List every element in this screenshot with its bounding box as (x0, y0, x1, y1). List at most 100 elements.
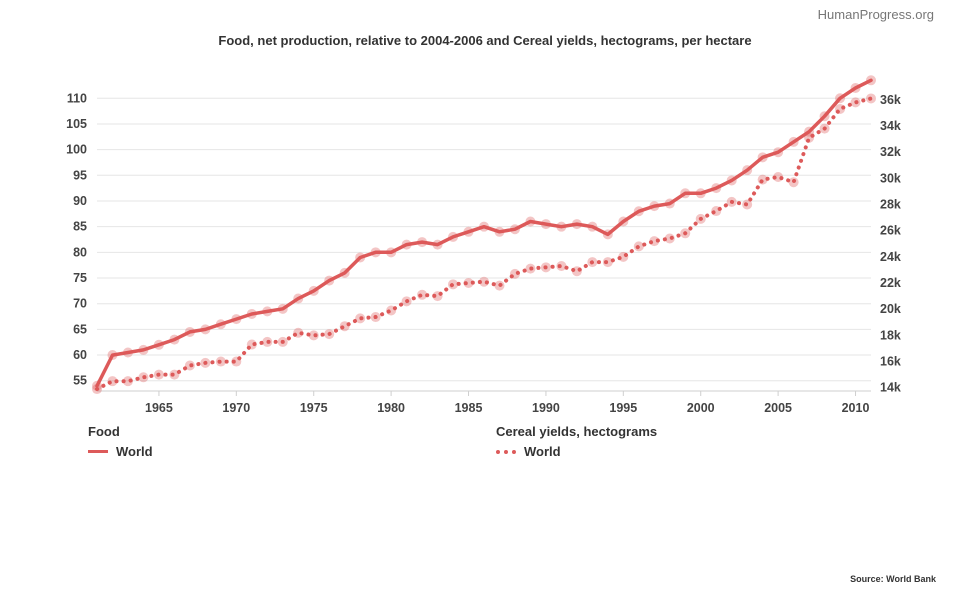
data-point[interactable] (788, 136, 799, 147)
data-point[interactable] (479, 221, 489, 232)
data-point[interactable] (401, 296, 412, 307)
data-point[interactable] (726, 196, 737, 207)
data-point[interactable] (587, 257, 598, 268)
data-point[interactable] (726, 175, 737, 186)
data-point[interactable] (417, 237, 428, 248)
data-point[interactable] (602, 257, 613, 268)
data-point[interactable] (339, 267, 350, 278)
data-point[interactable] (169, 334, 180, 345)
data-point[interactable] (664, 198, 675, 209)
data-point[interactable] (308, 285, 319, 296)
data-point[interactable] (711, 206, 722, 217)
data-point[interactable] (277, 303, 288, 314)
data-point[interactable] (169, 369, 180, 380)
data-point[interactable] (711, 183, 722, 194)
data-point[interactable] (401, 239, 412, 250)
data-point[interactable] (835, 93, 846, 104)
data-point[interactable] (153, 369, 164, 380)
data-point[interactable] (633, 241, 644, 252)
data-point[interactable] (107, 376, 118, 387)
data-point[interactable] (463, 226, 474, 237)
data-point[interactable] (215, 319, 226, 330)
data-point[interactable] (355, 313, 366, 324)
data-point[interactable] (138, 344, 149, 355)
data-point[interactable] (680, 228, 691, 239)
data-point[interactable] (556, 221, 567, 232)
data-point[interactable] (571, 266, 582, 277)
data-point[interactable] (339, 321, 350, 332)
data-point[interactable] (92, 380, 102, 391)
data-point[interactable] (262, 336, 273, 347)
data-point[interactable] (107, 350, 118, 361)
data-point[interactable] (509, 268, 520, 279)
data-point[interactable] (819, 123, 830, 134)
data-point[interactable] (742, 199, 753, 210)
data-point[interactable] (540, 219, 551, 230)
data-point[interactable] (308, 330, 319, 341)
data-point[interactable] (293, 293, 304, 304)
data-point[interactable] (618, 251, 629, 262)
data-point[interactable] (417, 289, 428, 300)
data-point[interactable] (556, 261, 567, 272)
data-point[interactable] (757, 152, 768, 163)
data-point[interactable] (122, 376, 133, 387)
data-point[interactable] (262, 306, 273, 317)
data-point[interactable] (680, 188, 691, 199)
data-point[interactable] (695, 188, 706, 199)
data-point[interactable] (246, 308, 257, 319)
data-point[interactable] (757, 174, 768, 185)
data-point[interactable] (448, 231, 459, 242)
data-point[interactable] (571, 219, 582, 230)
data-point[interactable] (850, 97, 861, 108)
data-point[interactable] (138, 372, 149, 383)
data-point[interactable] (649, 236, 660, 247)
data-point[interactable] (773, 147, 784, 158)
data-point[interactable] (92, 384, 102, 395)
legend-cereal-world[interactable]: World (496, 444, 657, 459)
data-point[interactable] (231, 356, 242, 367)
data-point[interactable] (649, 201, 660, 212)
data-point[interactable] (432, 291, 443, 302)
data-point[interactable] (540, 262, 551, 273)
data-point[interactable] (525, 216, 536, 227)
data-point[interactable] (509, 224, 520, 235)
data-point[interactable] (355, 252, 366, 263)
data-point[interactable] (153, 339, 164, 350)
data-point[interactable] (850, 83, 861, 93)
data-point[interactable] (479, 276, 489, 287)
data-point[interactable] (773, 172, 784, 183)
data-point[interactable] (866, 75, 876, 86)
data-point[interactable] (432, 239, 443, 250)
data-point[interactable] (633, 206, 644, 217)
data-point[interactable] (184, 326, 195, 337)
data-point[interactable] (804, 126, 815, 137)
data-point[interactable] (200, 357, 211, 368)
data-point[interactable] (184, 360, 195, 371)
data-point[interactable] (293, 327, 304, 338)
data-point[interactable] (618, 216, 629, 227)
legend-food-world[interactable]: World (88, 444, 153, 459)
data-point[interactable] (463, 278, 474, 289)
data-point[interactable] (819, 111, 830, 122)
data-point[interactable] (866, 93, 876, 104)
data-point[interactable] (788, 177, 799, 188)
data-point[interactable] (448, 279, 459, 290)
data-point[interactable] (742, 165, 753, 176)
data-point[interactable] (525, 263, 536, 274)
data-point[interactable] (231, 314, 242, 325)
data-point[interactable] (587, 221, 598, 232)
data-point[interactable] (215, 356, 226, 367)
data-point[interactable] (370, 312, 381, 323)
data-point[interactable] (386, 305, 397, 316)
data-point[interactable] (835, 103, 846, 114)
data-point[interactable] (494, 280, 505, 291)
data-point[interactable] (664, 233, 675, 244)
data-point[interactable] (122, 347, 133, 358)
data-point[interactable] (277, 336, 288, 347)
data-point[interactable] (386, 247, 397, 258)
data-point[interactable] (324, 275, 335, 286)
data-point[interactable] (494, 226, 505, 237)
data-point[interactable] (200, 324, 211, 335)
data-point[interactable] (602, 229, 613, 240)
data-point[interactable] (370, 247, 381, 258)
